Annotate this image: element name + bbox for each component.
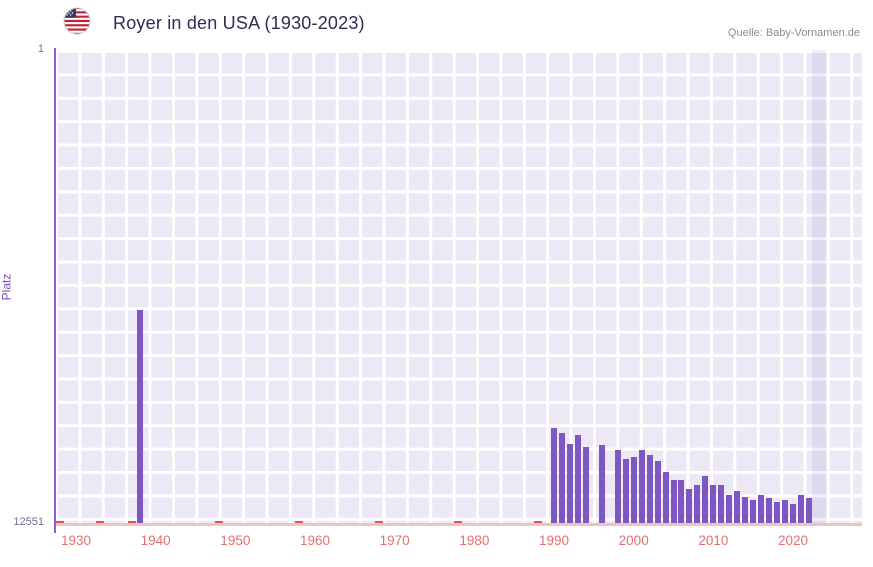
x-tick-label: 1970 [379,533,410,548]
rank-bar[interactable] [766,498,773,525]
rank-bar[interactable] [630,457,637,525]
rank-bar[interactable] [598,445,605,525]
x-tick-label: 1960 [299,533,331,548]
rank-bar[interactable] [646,454,653,525]
x-tick-label: 2020 [777,533,809,548]
rank-bar[interactable] [726,494,733,525]
rank-bar[interactable] [574,435,581,525]
rank-bar[interactable] [670,479,677,525]
x-tick-label: 1990 [538,533,570,548]
rank-bar[interactable] [566,443,573,525]
rank-bar[interactable] [654,460,661,525]
rank-bar[interactable] [734,490,741,525]
x-tick-label: 2000 [618,533,649,548]
rank-bar[interactable] [758,494,765,525]
source-label: Quelle: Baby-Vornamen.de [727,27,860,39]
x-axis-line [55,523,862,526]
rank-bar[interactable] [718,485,725,525]
rank-bar[interactable] [614,449,621,525]
rank-bar[interactable] [582,446,589,525]
y-tick-bottom: 12551 [13,516,44,528]
rank-bar[interactable] [638,449,645,525]
rank-bar[interactable] [742,496,749,525]
rank-bar[interactable] [750,500,757,525]
x-tick-label: 1950 [220,533,251,548]
rank-bar[interactable] [774,502,781,525]
x-tick-label: 1980 [459,533,490,548]
rank-bar[interactable] [678,479,685,525]
plot-area [55,50,862,526]
rank-bar[interactable] [662,471,669,525]
rank-bar[interactable] [710,485,717,525]
y-axis-line [54,48,56,533]
rank-bar[interactable] [790,504,797,525]
x-tick-label: 1940 [140,533,171,548]
rank-bar[interactable] [136,309,143,525]
rank-bar[interactable] [702,475,709,525]
us-flag-icon [63,7,91,35]
rank-bar[interactable] [797,494,804,525]
rank-bar[interactable] [805,498,812,525]
rank-bar[interactable] [782,500,789,525]
current-year-highlight-band [812,50,827,525]
rank-bar[interactable] [694,485,701,525]
x-tick-label: 1930 [60,533,92,548]
x-tick-label: 2010 [698,533,729,548]
y-axis-label: Platz [0,273,14,301]
rank-bar[interactable] [551,428,558,525]
y-tick-top: 1 [37,43,44,55]
rank-bar[interactable] [686,489,693,525]
chart-title: Royer in den USA (1930-2023) [113,13,365,33]
rank-bar[interactable] [622,459,629,525]
rank-bar[interactable] [558,432,565,525]
